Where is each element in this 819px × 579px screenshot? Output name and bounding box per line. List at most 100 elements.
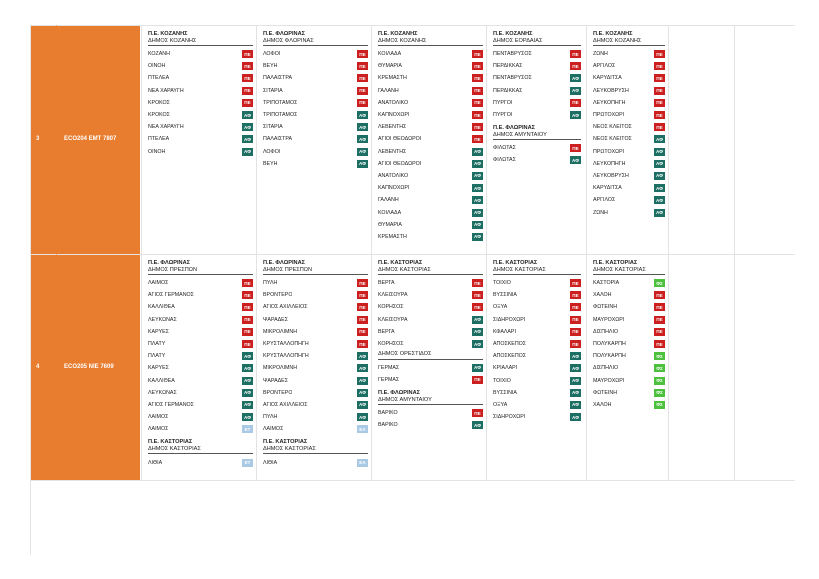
list-item: ΛΕΥΚΩΝΑΣ ΠΕ [148, 314, 253, 326]
village-name: ΠΥΛΗ [263, 280, 278, 287]
tag-badge: ΠΕ [357, 303, 368, 312]
tag-badge: ΑΦ [472, 340, 483, 349]
list-item: ΛΕΒΕΝΤΗΣ ΠΕ [378, 121, 483, 133]
tag-badge: ΠΕ [242, 291, 253, 300]
grid-line [371, 25, 372, 480]
tag-badge: ΑΦ [570, 364, 581, 373]
tag-badge: ΠΕ [472, 135, 483, 144]
list-item: ΒΥΣΣΙΝΙΑ ΠΕ [493, 289, 581, 301]
tag-badge: ΠΕ [357, 340, 368, 349]
village-name: ΛΟΦΟΙ [263, 148, 281, 155]
list-item: ΑΓΙΟΣ ΓΕΡΜΑΝΟΣ ΑΦ [148, 399, 253, 411]
village-name: ΠΡΩΤΟΧΩΡΙ [593, 148, 625, 155]
village-name: ΚΟΖΑΝΗ [148, 51, 170, 58]
list-item: ΠΕΝΤΑΒΡΥΣΟΣ ΠΕ [493, 48, 581, 60]
tag-badge: ΑΦ [472, 171, 483, 180]
village-name: ΚΡΕΜΑΣΤΗ [378, 233, 407, 240]
village-name: ΤΟΙΧΙΟ [493, 280, 511, 287]
grid-line [30, 25, 795, 26]
village-name: ΚΡΙΑΛΑΡΙ [493, 365, 518, 372]
municipality-title: ΔΗΜΟΣ ΕΟΡΔΑΙΑΣ [493, 38, 581, 46]
village-name: ΓΑΛΑΝΗ [378, 197, 399, 204]
list-item: ΚΡΥΣΤΑΛΛΟΠΗΓΗ ΑΦ [263, 350, 368, 362]
village-name: ΣΙΔΗΡΟΧΩΡΙ [493, 316, 526, 323]
list-item: ΛΑΙΜΟΣ ΑΦ [148, 411, 253, 423]
tag-badge: ΑΦ [357, 352, 368, 361]
list-item: ΛΕΥΚΩΝΑΣ ΑΦ [148, 387, 253, 399]
village-name: ΚΡΥΣΤΑΛΛΟΠΗΓΗ [263, 341, 309, 348]
tag-badge: ΑΦ [357, 400, 368, 409]
tag-badge: ΑΦ [357, 135, 368, 144]
tag-badge: ΠΕ [472, 409, 483, 418]
list-item: ΓΕΡΜΑΣ ΑΦ [378, 362, 483, 374]
list-item: ΛΟΦΟΙ ΠΕ [263, 48, 368, 60]
list-item: ΚΛΕΙΣΟΥΡΑ ΠΕ [378, 289, 483, 301]
village-name: ΚΑΡΥΔΙΤΣΑ [593, 75, 622, 82]
list-item: ΠΕΝΤΑΒΡΥΣΟΣ ΑΦ [493, 72, 581, 84]
row-number: 3 [36, 136, 40, 142]
grid-line [30, 254, 795, 255]
village-name: ΚΡΕΜΑΣΤΗ [378, 75, 407, 82]
tag-badge: ΠΕ [654, 50, 665, 59]
list-item: ΓΑΛΑΝΗ ΑΦ [378, 194, 483, 206]
tag-badge: ΑΦ [472, 208, 483, 217]
village-name: ΚΑΣΤΟΡΙΑ [593, 280, 620, 287]
tag-badge: ΠΕ [242, 74, 253, 83]
tag-badge: ΑΦ [570, 413, 581, 422]
list-item: ΚΟΖΑΝΗ ΠΕ [148, 48, 253, 60]
tag-badge: ΑΦ [472, 159, 483, 168]
tag-badge: ΑΦ [654, 135, 665, 144]
area-column: Π.Ε. ΚΟΖΑΝΗΣ ΔΗΜΟΣ ΚΟΖΑΝΗΣ ΚΟΖΑΝΗ ΠΕ ΟΙΝΟΗ ΠΕ… [148, 31, 253, 162]
list-item: ΠΕΡΔΙΚΚΑΣ ΑΦ [493, 85, 581, 97]
region-title: Π.Ε. ΦΛΩΡΙΝΑΣ [263, 260, 305, 266]
list-item: ΒΕΥΗ ΑΦ [263, 158, 368, 170]
list-item: ΑΓΙΟΙ ΘΕΟΔΩΡΟΙ ΠΕ [378, 133, 483, 145]
list-item: ΠΑΛΑΙΣΤΡΑ ΑΦ [263, 133, 368, 145]
list-item: ΠΑΛΑΙΣΤΡΑ ΠΕ [263, 72, 368, 84]
village-name: ΦΙΛΩΤΑΣ [493, 145, 516, 152]
tag-badge: ΑΦ [472, 147, 483, 156]
area-group: Π.Ε. ΚΟΖΑΝΗΣ ΔΗΜΟΣ ΕΟΡΔΑΙΑΣ ΠΕΝΤΑΒΡΥΣΟΣ ΠΕ Π… [493, 31, 581, 121]
region-title: Π.Ε. ΚΑΣΤΟΡΙΑΣ [493, 260, 538, 266]
village-name: ΛΟΦΟΙ [263, 51, 281, 58]
list-item: ΠΡΩΤΟΧΩΡΙ ΑΦ [593, 146, 665, 158]
list-item: ΑΓΙΟΣ ΓΕΡΜΑΝΟΣ ΠΕ [148, 289, 253, 301]
village-name: ΛΑΙΜΟΣ [263, 426, 284, 433]
tag-badge: ΠΕ [472, 74, 483, 83]
list-item: ΚΡΟΚΟΣ ΑΦ [148, 109, 253, 121]
list-item: ΣΙΔΗΡΟΧΩΡΙ ΠΕ [493, 314, 581, 326]
tag-badge: ΕΑ [357, 425, 368, 434]
village-name: ΤΡΙΠΟΤΑΜΟΣ [263, 112, 298, 119]
list-item: ΝΕΟΣ ΚΛΕΙΤΟΣ ΑΦ [593, 133, 665, 145]
village-name: ΚΦΑΛΑΡΙ [493, 328, 516, 335]
tag-badge: ΠΕ [242, 327, 253, 336]
village-name: ΚΟΙΛΑΔΑ [378, 51, 402, 58]
village-name: ΓΑΛΑΝΗ [378, 87, 399, 94]
list-item: ΓΕΡΜΑΣ ΠΕ [378, 374, 483, 386]
village-name: ΠΛΑΤΥ [148, 341, 166, 348]
municipality-title: ΔΗΜΟΣ ΚΑΣΤΟΡΙΑΣ [593, 267, 665, 275]
village-name: ΛΑΙΜΟΣ [148, 280, 169, 287]
municipality-title: ΔΗΜΟΣ ΟΡΕΣΤΙΔΟΣ [378, 351, 483, 360]
tag-badge: ΑΦ [242, 352, 253, 361]
list-item: ΠΤΕΛΕΑ ΠΕ [148, 72, 253, 84]
tag-badge: ΑΦ [570, 352, 581, 361]
tag-badge: ΠΕ [570, 303, 581, 312]
municipality-title: ΔΗΜΟΣ ΠΡΕΣΠΩΝ [148, 267, 253, 275]
list-item: ΒΕΥΗ ΠΕ [263, 60, 368, 72]
tag-badge: ΑΦ [357, 388, 368, 397]
village-name: ΚΟΡΗΣΟΣ [378, 341, 404, 348]
list-item: ΚΡΙΑΛΑΡΙ ΑΦ [493, 362, 581, 374]
municipality-title: ΔΗΜΟΣ ΚΟΖΑΝΗΣ [378, 38, 483, 46]
list-item: ΚΟΡΗΣΟΣ ΑΦ [378, 338, 483, 350]
area-group: Π.Ε. ΚΑΣΤΟΡΙΑΣ ΔΗΜΟΣ ΚΑΣΤΟΡΙΑΣ ΒΕΡΓΑ ΠΕ ΚΛΕΙ… [378, 260, 483, 386]
village-name: ΠΥΡΓΟΙ [493, 112, 513, 119]
list-item: ΔΙΣΠΗΛΙΟ ΦΣ [593, 362, 665, 374]
list-item: ΠΛΑΤΥ ΑΦ [148, 350, 253, 362]
area-group: Π.Ε. ΦΛΩΡΙΝΑΣ ΔΗΜΟΣ ΑΜΥΝΤΑΙΟΥ ΦΙΛΩΤΑΣ ΠΕ ΦΙΛ… [493, 125, 581, 166]
region-title: Π.Ε. ΦΛΩΡΙΝΑΣ [493, 125, 535, 132]
grid-line [30, 480, 795, 481]
village-name: ΠΕΝΤΑΒΡΥΣΟΣ [493, 75, 532, 82]
village-name: ΛΕΥΚΟΠΗΓΗ [593, 99, 626, 106]
grid-line [141, 25, 142, 480]
